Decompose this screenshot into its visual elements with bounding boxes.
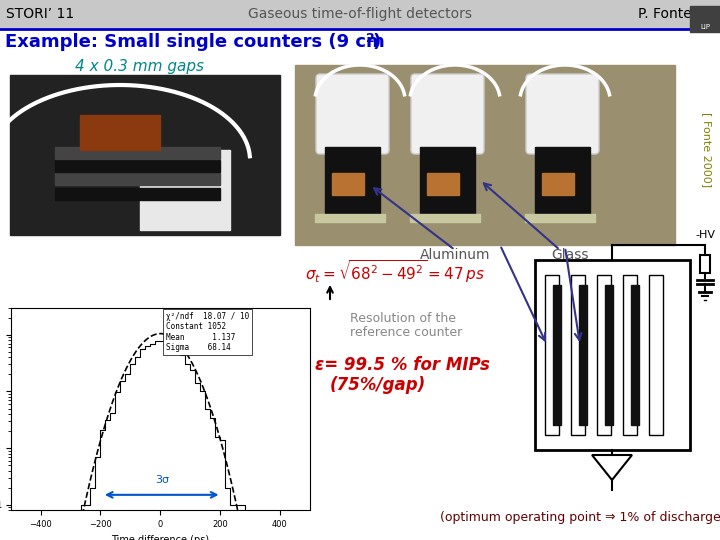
Bar [597,275,611,435]
Text: Example: Small single counters (9 cm: Example: Small single counters (9 cm [5,33,384,51]
Bar [55,147,220,159]
X-axis label: Time difference (ps): Time difference (ps) [111,535,210,540]
Bar [295,65,675,245]
Bar [10,75,280,235]
Text: $\sigma_t = \sqrt{68^2 - 49^2} = 47\,ps$: $\sigma_t = \sqrt{68^2 - 49^2} = 47\,ps$ [305,259,485,286]
Bar [420,147,475,215]
Bar [545,275,559,435]
Text: ): ) [372,33,380,51]
Bar [525,214,595,222]
Text: χ²/ndf  18.07 / 10
Constant 1052
Mean      1.137
Sigma    68.14: χ²/ndf 18.07 / 10 Constant 1052 Mean 1.1… [166,312,249,352]
Bar [80,115,160,150]
Text: Gaseous time-of-flight detectors: Gaseous time-of-flight detectors [248,7,472,21]
FancyBboxPatch shape [316,74,389,154]
Text: Resolution of the: Resolution of the [350,312,456,325]
Bar [325,147,380,215]
Text: 3σ: 3σ [155,475,168,485]
Text: Aluminum: Aluminum [420,248,490,262]
FancyBboxPatch shape [526,74,599,154]
Bar [55,188,220,200]
Text: [ Fonte 2000]: [ Fonte 2000] [702,112,712,187]
Bar [553,285,561,425]
Text: P. Fonte: P. Fonte [638,7,692,21]
Bar [623,275,637,435]
Bar [605,285,613,425]
Text: 2: 2 [366,31,374,44]
Bar [700,255,710,273]
Bar [542,173,574,195]
Bar [410,214,480,222]
Text: reference counter: reference counter [350,327,462,340]
Polygon shape [592,455,632,480]
Bar [649,275,663,435]
Bar [579,285,587,425]
Text: (optimum operating point ⇒ 1% of discharges): (optimum operating point ⇒ 1% of dischar… [440,511,720,524]
Bar [315,214,385,222]
Bar [332,173,364,195]
Text: LIP: LIP [700,24,710,30]
Bar [571,275,585,435]
Text: Glass: Glass [552,248,589,262]
Bar [55,160,220,172]
Text: ε= 99.5 % for MIPs: ε= 99.5 % for MIPs [315,356,490,374]
Text: (75%/gap): (75%/gap) [330,376,426,394]
Bar [631,285,639,425]
Bar [690,6,720,32]
Bar [535,147,590,215]
FancyBboxPatch shape [411,74,484,154]
Bar [535,260,690,450]
Bar [140,150,230,230]
Bar [55,173,220,185]
Text: 4 x 0.3 mm gaps: 4 x 0.3 mm gaps [75,59,204,75]
Bar [0,0,720,28]
Bar [427,173,459,195]
Text: -HV: -HV [695,230,715,240]
Text: STORI’ 11: STORI’ 11 [6,7,74,21]
